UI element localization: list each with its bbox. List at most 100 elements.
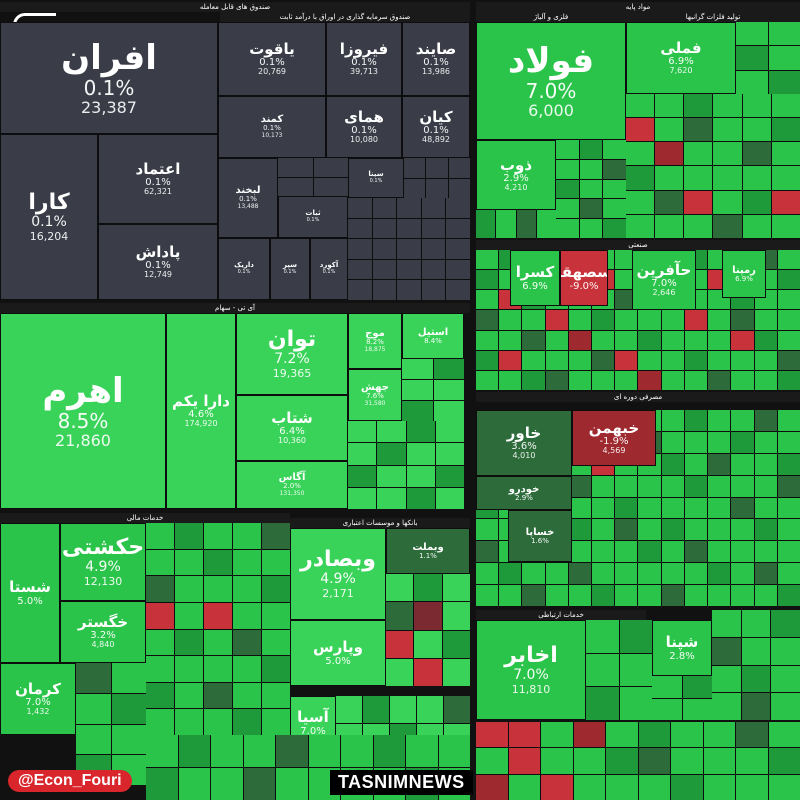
treemap-tile-khodro[interactable]: خودرو 2.9% (476, 476, 572, 510)
treemap-tile-akord[interactable]: آکورد 0.1% (310, 238, 348, 300)
tile-name: وبصادر (300, 547, 376, 573)
tile-value: 18,875 (364, 346, 386, 354)
treemap-tile-separ[interactable]: سپر 0.1% (270, 238, 310, 300)
treemap-tile-jahesh[interactable]: جهش 7.6% 31,580 (348, 369, 402, 421)
tile-change: 0.1% (351, 57, 377, 69)
tile-name: وبملت (412, 541, 444, 553)
tile-value: 39,713 (350, 67, 378, 77)
tile-change: 3.6% (511, 441, 537, 453)
tile-change: -1.9% (599, 436, 629, 448)
utilities-small-tiles (712, 610, 800, 720)
treemap-tile-afran[interactable]: افران 0.1% 23,387 (0, 22, 218, 134)
tile-name: توان (267, 327, 317, 353)
treemap-tile-dara[interactable]: دارا یکم 4.6% 174,920 (166, 313, 236, 509)
treemap-tile-vbmelat[interactable]: وبملت 1.1% (386, 528, 470, 574)
services-bottom-tiles (76, 663, 146, 785)
treemap-tile-hakashti[interactable]: حکشتی 4.9% 12,130 (60, 523, 146, 601)
tile-change: 2.9% (515, 493, 533, 502)
treemap-tile-kara[interactable]: کارا 0.1% 16,204 (0, 134, 98, 300)
treemap-tile-shasta[interactable]: شستا 5.0% (0, 523, 60, 663)
services-small-tiles (146, 523, 290, 735)
tile-name: ذوب (499, 155, 533, 174)
treemap-tile-kesra[interactable]: کسرا 6.9% (510, 250, 560, 306)
it-right-tiles (402, 359, 464, 421)
treemap-tile-hafarin[interactable]: حآفرین 7.0% 2,646 (632, 250, 696, 310)
treemap-tile-ahrom[interactable]: اهرم 8.5% 21,860 (0, 313, 166, 509)
tile-change: 4.6% (188, 409, 214, 421)
tile-value: 12,749 (144, 270, 172, 280)
tile-name: آگاس (278, 472, 306, 484)
tile-change: 0.1% (306, 217, 320, 224)
tile-name: لبخند (235, 185, 261, 197)
treemap-tile-sina[interactable]: سینا 0.1% (348, 158, 404, 198)
tile-value: 16,204 (29, 229, 69, 243)
tile-change: 7.0% (651, 278, 677, 290)
treemap-tile-khbahman[interactable]: خبهمن -1.9% 4,569 (572, 410, 656, 466)
tile-name: صایند (415, 39, 457, 58)
section-header-etf-sub: صندوق سرمایه گذاری در اوراق با درآمد ثاب… (220, 12, 470, 22)
tile-name: سینا (368, 170, 384, 179)
section-header-telecom: خدمات ارتباطی (476, 610, 646, 620)
treemap-tile-sabet[interactable]: ثبات 0.1% (278, 196, 348, 238)
treemap-tile-padash[interactable]: پاداش 0.1% 12,749 (98, 224, 218, 300)
treemap-tile-saind[interactable]: صایند 0.1% 13,986 (402, 22, 470, 96)
tile-name: کسرا (515, 263, 555, 282)
tile-value: 12,130 (83, 574, 123, 588)
treemap-tile-labkhand[interactable]: لبخند 0.1% 13,488 (218, 158, 278, 238)
tile-name: سصهقا (561, 263, 607, 282)
tile-change: 2.8% (669, 650, 695, 662)
tile-name: فولاد (507, 40, 595, 81)
metals-lower-tiles (626, 94, 800, 238)
treemap-tile-firuza[interactable]: فیروزا 0.1% 39,713 (326, 22, 402, 96)
treemap-tile-hamai[interactable]: همای 0.1% 10,080 (326, 96, 402, 158)
section-header-etf: صندوق های قابل معامله (0, 2, 470, 12)
tile-change: 0.1% (237, 269, 251, 276)
metals-bottom-tiles (476, 210, 556, 238)
brand-watermark: TASNIMNEWS (330, 770, 473, 795)
treemap-tile-femli[interactable]: فملی 6.9% 7,620 (626, 22, 736, 94)
tile-change: 1.1% (419, 551, 437, 560)
treemap-tile-shina[interactable]: شپنا 2.8% (652, 620, 712, 676)
treemap-tile-kian[interactable]: کیان 0.1% 48,892 (402, 96, 470, 158)
treemap-tile-shetab[interactable]: شتاب 6.4% 10,360 (236, 395, 348, 461)
tile-change: 0.1% (259, 57, 285, 69)
tile-value: 2,171 (322, 586, 354, 600)
tile-change: 0.1% (322, 269, 336, 276)
treemap-tile-yaghut[interactable]: یاقوت 0.1% 20,769 (218, 22, 326, 96)
section-header-consumer: مصرفی دوره ای (476, 392, 800, 402)
tile-change: 0.1% (283, 269, 297, 276)
treemap-tile-khsapa[interactable]: خساپا 1.6% (508, 510, 572, 562)
treemap-tile-etemad[interactable]: اعتماد 0.1% 62,321 (98, 134, 218, 224)
tile-name: خبهمن (588, 418, 640, 437)
tile-value: 131,350 (279, 490, 305, 498)
tile-value: 6,000 (528, 100, 574, 120)
treemap-tile-khegostar[interactable]: خگستر 3.2% 4,840 (60, 601, 146, 663)
treemap-tile-vbsader[interactable]: وبصادر 4.9% 2,171 (290, 528, 386, 620)
tile-name: خودرو (508, 483, 540, 495)
treemap-tile-akhabar[interactable]: اخابر 7.0% 11,810 (476, 620, 586, 720)
treemap-tile-mowj[interactable]: موج 8.2% 18,875 (348, 313, 402, 369)
treemap-tile-agas[interactable]: آگاس 2.0% 131,350 (236, 461, 348, 509)
tile-change: -9.0% (569, 280, 599, 292)
treemap-tile-darik[interactable]: داریک 0.1% (218, 238, 270, 300)
metals-right-tiles (736, 22, 800, 94)
etf-small-tiles (348, 198, 470, 300)
treemap-tile-zob[interactable]: ذوب 2.9% 4,210 (476, 140, 556, 210)
treemap-tile-khavar[interactable]: خاور 3.6% 4,010 (476, 410, 572, 476)
treemap-tile-fulad[interactable]: فولاد 7.0% 6,000 (476, 22, 626, 140)
treemap-tile-vparsian[interactable]: وپارس 5.0% (290, 620, 386, 686)
treemap-tile-kamand[interactable]: کمند 0.1% 10,173 (218, 96, 326, 158)
tile-value: 174,920 (184, 419, 218, 429)
treemap-tile-rampna[interactable]: رمپنا 6.9% (722, 250, 766, 298)
tile-change: 2.0% (283, 482, 301, 491)
treemap-tile-kerman[interactable]: کرمان 7.0% 1,432 (0, 663, 76, 735)
treemap-tile-estil[interactable]: استیل 8.4% (402, 313, 464, 359)
tile-name: شتاب (271, 408, 313, 427)
section-header-metals-sub2: تولید فلزات گرانبها (626, 12, 800, 22)
tile-change: 3.2% (90, 630, 116, 642)
treemap-tile-sasahand[interactable]: سصهقا -9.0% (560, 250, 608, 306)
treemap-tile-tavan[interactable]: توان 7.2% 19,365 (236, 313, 348, 395)
tile-value: 7,620 (669, 66, 693, 76)
tile-name: پاداش (135, 242, 181, 261)
tile-value: 13,986 (422, 67, 450, 77)
